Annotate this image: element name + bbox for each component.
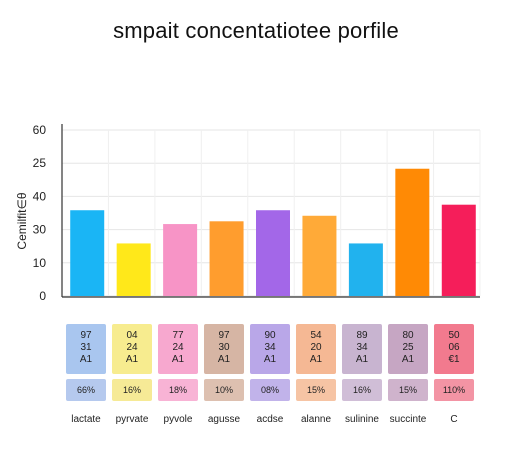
percent-cell: 110% [434,379,474,401]
value-cell-line: A1 [125,354,139,365]
value-cell: 04 24 A1 [112,324,152,374]
value-cell-line: 20 [310,342,322,353]
value-cell-line: €1 [448,354,460,365]
value-cell-line: A1 [217,354,231,365]
percent-cell: 16% [112,379,152,401]
value-cell-line: 30 [218,342,230,353]
value-cell-line: 24 [126,342,138,353]
bar-sulinine [348,243,383,296]
value-cell: 97 30 A1 [204,324,244,374]
percent-cell: 66% [66,379,106,401]
value-cell-line: A1 [263,354,277,365]
percent-cell: 10% [204,379,244,401]
value-cell: 50 06 €1 [434,324,474,374]
value-cell-line: 97 [218,330,230,341]
y-tick-labels: 0 10 30 40 25 60 [33,123,47,303]
value-cell-line: 24 [172,342,184,353]
value-cell-line: 77 [172,330,184,341]
value-cell-line: 34 [264,342,276,353]
value-cell: 89 34 A1 [342,324,382,374]
bar-succinte [395,168,430,296]
value-cell-line: 80 [402,330,414,341]
value-cell-line: 54 [310,330,322,341]
category-label: acdse [256,414,284,425]
bar-alanne [302,215,337,296]
value-cell-line: 34 [356,342,368,353]
y-tick-label: 30 [33,223,47,237]
bars [70,168,476,296]
value-cell-grid: 97 31 A1 04 24 A1 77 24 A1 97 30 A1 90 34 A1 54 20 A1 89 34… [66,324,476,374]
category-label: pyrvate [115,414,149,425]
y-tick-label: 0 [39,289,46,303]
value-cell-line: 04 [126,330,138,341]
value-cell: 90 34 A1 [250,324,290,374]
bar-pyvole [163,224,198,296]
value-cell-line: 97 [80,330,92,341]
y-axis-label: Cemilfit∈θ [15,192,29,249]
bar-C [441,204,476,296]
value-cell-line: A1 [309,354,323,365]
y-tick-label: 25 [33,156,47,170]
bar-agusse [209,221,244,296]
percent-cell: 08% [250,379,290,401]
value-cell-line: A1 [171,354,185,365]
category-label: succinte [389,414,427,425]
bar-pyrvate [116,243,151,296]
category-label: sulinine [345,414,379,425]
percent-cell: 18% [158,379,198,401]
category-label: alanne [300,414,332,425]
percent-cell: 16% [342,379,382,401]
value-cell-line: 50 [448,330,460,341]
bar-acdse [256,210,290,296]
value-cell-line: A1 [355,354,369,365]
value-cell-line: 90 [264,330,276,341]
y-tick-label: 10 [33,256,47,270]
bar-lactate [70,210,105,296]
value-cell: 54 20 A1 [296,324,336,374]
category-label: pyvole [163,414,193,425]
value-cell-line: 06 [448,342,460,353]
category-label: agusse [207,414,241,425]
value-cell-line: 31 [80,342,92,353]
y-tick-label: 60 [33,123,47,137]
category-label: C [450,414,458,425]
percent-row: 66% 16% 18% 10% 08% 15% 16% 15% 110% [66,379,476,401]
value-cell-line: A1 [79,354,93,365]
category-label: lactate [71,414,101,425]
value-cell: 97 31 A1 [66,324,106,374]
value-cell-line: A1 [401,354,415,365]
percent-cell: 15% [296,379,336,401]
value-cell-line: 25 [402,342,414,353]
value-cell-line: 89 [356,330,368,341]
percent-cell: 15% [388,379,428,401]
value-cell: 77 24 A1 [158,324,198,374]
category-labels: lactate pyrvate pyvole agusse acdse alanne sul… [66,414,476,428]
chart-title: smpait concentatiotee porfile [113,18,399,43]
value-cell: 80 25 A1 [388,324,428,374]
y-tick-label: 40 [33,189,47,203]
